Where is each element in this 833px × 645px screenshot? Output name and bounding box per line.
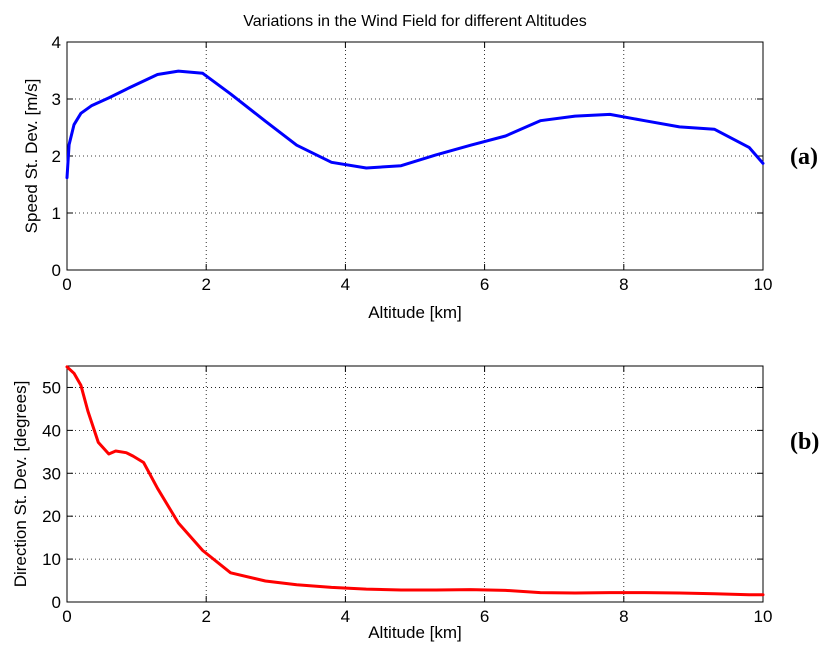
- x-axis-label: Altitude [km]: [368, 623, 462, 642]
- y-tick-label: 0: [52, 261, 61, 280]
- x-tick-label: 0: [62, 275, 71, 294]
- y-tick-label: 10: [42, 550, 61, 569]
- chart-panel-2: 0 2 4 6 8 10 0 10 20 30 40 50 Altitude [km] Direction…: [11, 365, 819, 642]
- y-tick-label: 4: [52, 33, 61, 52]
- y-tick-label: 2: [52, 147, 61, 166]
- x-tick-label: 4: [341, 607, 350, 626]
- x-tick-label: 8: [619, 275, 628, 294]
- y-tick-label: 40: [42, 421, 61, 440]
- y-tick-label: 0: [52, 593, 61, 612]
- y-tick-label: 50: [42, 378, 61, 397]
- x-tick-label: 6: [480, 275, 489, 294]
- x-tick-label: 6: [480, 607, 489, 626]
- panel-label: (a): [790, 144, 818, 170]
- x-tick-label: 0: [62, 607, 71, 626]
- x-tick-label: 10: [754, 275, 773, 294]
- plot-frame: [66, 365, 764, 603]
- x-tick-label: 4: [341, 275, 350, 294]
- panel-label: (b): [790, 429, 819, 455]
- series-line-1: [65, 69, 765, 180]
- x-tick-label: 10: [754, 607, 773, 626]
- x-tick-label: 2: [201, 275, 210, 294]
- y-axis-label: Speed St. Dev. [m/s]: [22, 79, 41, 234]
- x-axis-label: Altitude [km]: [368, 303, 462, 322]
- x-tick-label: 8: [619, 607, 628, 626]
- x-tick-label: 2: [201, 607, 210, 626]
- y-tick-label: 20: [42, 507, 61, 526]
- y-tick-label: 30: [42, 464, 61, 483]
- y-axis-label: Direction St. Dev. [degrees]: [11, 381, 30, 588]
- y-tick-label: 3: [52, 90, 61, 109]
- y-tick-label: 1: [52, 204, 61, 223]
- series-line-1: [65, 365, 765, 597]
- chart-title: Variations in the Wind Field for differe…: [243, 13, 587, 30]
- chart-panel-1: 0 2 4 6 8 10 0 1 2 3 4 Variations in the Wind Field…: [22, 13, 818, 322]
